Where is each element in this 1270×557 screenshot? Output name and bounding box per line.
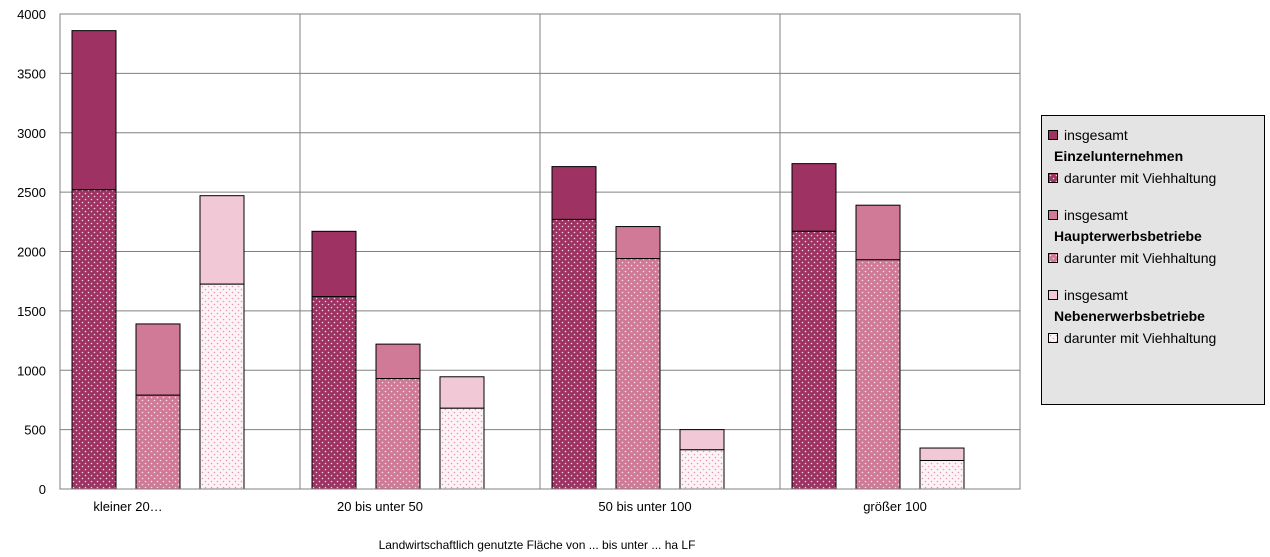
bar-0-1-viehhaltung [311, 296, 357, 490]
bar-1-2-insgesamt [615, 226, 661, 260]
bar-1-1-insgesamt [375, 343, 421, 380]
plot-border [59, 13, 1021, 490]
bar-2-1-insgesamt [439, 376, 485, 409]
legend-label: darunter mit Viehhaltung [1064, 329, 1217, 346]
y-tick-label: 0 [39, 482, 46, 497]
legend-label: insgesamt [1064, 126, 1128, 143]
legend-swatch-einzel-total [1048, 129, 1058, 140]
y-tick-label: 1500 [17, 304, 46, 319]
legend-item-neben-total: insgesamt [1048, 284, 1264, 305]
legend-label: insgesamt [1064, 286, 1128, 303]
bar-0-3-viehhaltung [791, 230, 837, 490]
bar-0-2-viehhaltung [551, 218, 597, 490]
legend-item-einzel-total: insgesamt [1048, 124, 1264, 145]
legend-label: darunter mit Viehhaltung [1064, 249, 1217, 266]
bar-1-3-viehhaltung [855, 259, 901, 490]
x-tick-label: 20 bis unter 50 [337, 499, 423, 514]
bar-2-0-insgesamt [199, 195, 245, 285]
y-tick-label: 500 [24, 423, 46, 438]
legend-group-haupt: Haupterwerbsbetriebe [1054, 228, 1202, 244]
legend-group-neben: Nebenerwerbsbetriebe [1054, 308, 1205, 324]
legend-swatch-haupt-animals [1048, 252, 1058, 263]
bar-0-3-insgesamt [791, 163, 837, 232]
bar-2-1-viehhaltung [439, 407, 485, 490]
legend-item-einzel-animals: darunter mit Viehhaltung [1048, 167, 1264, 188]
bar-2-3-insgesamt [919, 447, 965, 461]
x-tick-label: 50 bis unter 100 [598, 499, 691, 514]
bar-2-3-viehhaltung [919, 460, 965, 490]
legend: insgesamt Einzelunternehmen darunter mit… [1041, 115, 1265, 405]
bar-2-0-viehhaltung [199, 283, 245, 490]
y-tick-label: 2500 [17, 185, 46, 200]
legend-item-haupt-animals: darunter mit Viehhaltung [1048, 247, 1264, 268]
bars [71, 30, 965, 490]
x-axis-title: Landwirtschaftlich genutzte Fläche von .… [379, 538, 696, 552]
bar-1-1-viehhaltung [375, 378, 421, 490]
legend-swatch-neben-animals [1048, 332, 1058, 343]
y-tick-label: 3500 [17, 66, 46, 81]
x-tick-label: kleiner 20… [93, 499, 162, 514]
legend-group-einzel: Einzelunternehmen [1054, 148, 1184, 164]
y-axis-ticks: 0 500 1000 1500 2000 2500 3000 3500 4000 [17, 7, 46, 497]
bar-1-0-insgesamt [135, 323, 181, 396]
legend-label: darunter mit Viehhaltung [1064, 169, 1217, 186]
bar-0-0-insgesamt [71, 30, 117, 191]
bar-1-0-viehhaltung [135, 394, 181, 490]
bar-1-2-viehhaltung [615, 258, 661, 490]
legend-swatch-neben-total [1048, 289, 1058, 300]
legend-item-neben-animals: darunter mit Viehhaltung [1048, 327, 1264, 348]
bar-0-2-insgesamt [551, 166, 597, 220]
x-axis-ticks: kleiner 20… 20 bis unter 50 50 bis unter 1… [93, 499, 926, 514]
y-tick-label: 4000 [17, 7, 46, 22]
bar-0-0-viehhaltung [71, 189, 117, 490]
x-tick-label: größer 100 [863, 499, 927, 514]
bar-1-3-insgesamt [855, 204, 901, 261]
bar-2-2-viehhaltung [679, 449, 725, 490]
legend-swatch-haupt-total [1048, 209, 1058, 220]
bar-0-1-insgesamt [311, 230, 357, 298]
bar-2-2-insgesamt [679, 429, 725, 451]
y-tick-label: 3000 [17, 126, 46, 141]
legend-label: insgesamt [1064, 206, 1128, 223]
legend-swatch-einzel-animals [1048, 172, 1058, 183]
legend-item-haupt-total: insgesamt [1048, 204, 1264, 225]
bar-chart: 0 500 1000 1500 2000 2500 3000 3500 4000 kleiner… [17, 7, 1021, 552]
y-tick-label: 1000 [17, 363, 46, 378]
y-tick-label: 2000 [17, 245, 46, 260]
